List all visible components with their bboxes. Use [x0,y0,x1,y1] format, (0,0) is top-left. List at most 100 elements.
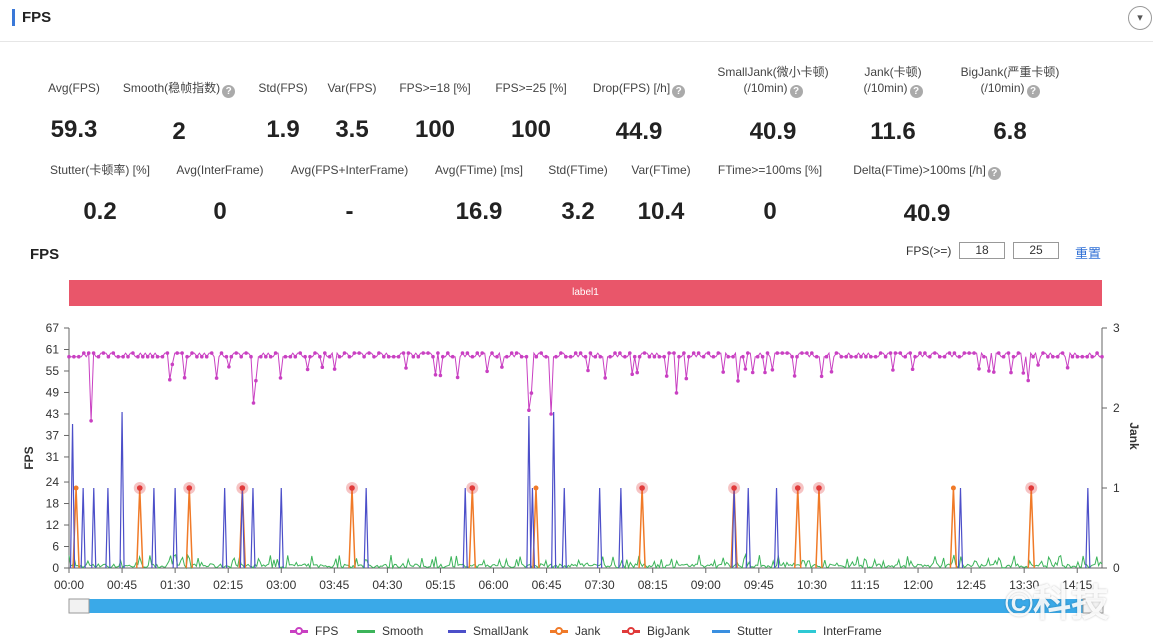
fps-point [111,351,116,355]
x-tick-label: 09:00 [691,578,721,592]
fps-point [404,366,408,370]
legend-item-jank[interactable]: Jank [550,624,600,638]
fps-point [209,351,214,355]
x-tick-label: 14:15 [1062,578,1092,592]
y-tick-label: 31 [46,450,60,464]
fps-point [524,354,529,359]
threshold-input-2[interactable]: 25 [1013,242,1059,259]
legend-item-smooth[interactable]: Smooth [357,624,423,638]
smalljank-series [69,411,1091,569]
chevron-down-icon[interactable]: ▾ [1128,6,1152,30]
metric-value: 44.9 [615,118,663,145]
fps-point [539,351,543,355]
zoom-handle-right[interactable] [1082,598,1104,614]
legend-item-smalljank[interactable]: SmallJank [448,624,528,638]
metric-label: Var(FTime) [631,163,691,177]
legend-item-fps[interactable]: FPS [290,624,338,638]
x-tick-label: 12:00 [903,578,933,592]
zoom-slider[interactable] [68,598,1104,614]
fps-point [578,351,583,355]
zoom-handle-left[interactable] [68,598,90,614]
help-icon[interactable]: ? [1026,85,1040,98]
fps-point [942,354,947,359]
fps-point [972,351,976,355]
fps-point [805,351,809,355]
jank-spike [185,487,194,569]
fps-point [500,365,504,369]
fps-point [608,354,612,359]
metric-smooth: Smooth(稳帧指数)? 2 [114,80,244,146]
x-tick-label: 08:15 [638,578,668,592]
help-icon[interactable]: ? [987,167,1001,180]
metric-value: - [345,198,354,225]
fps-point [505,354,509,359]
fps-point [1100,354,1104,359]
legend-label: FPS [315,624,339,638]
fps-point [750,370,755,375]
fps-point [883,354,888,359]
fps-point [224,354,229,359]
fps-point [391,354,396,359]
fps-point [227,365,231,369]
y-tick-label: 49 [46,385,60,399]
fps-point [898,351,903,355]
zoom-slider-track[interactable] [69,599,1102,613]
fps-point [854,354,858,359]
legend-label: Jank [575,624,601,638]
threshold-input-1[interactable]: 18 [959,242,1005,259]
fps-point [770,368,775,372]
y2-tick-label: 3 [1113,321,1120,335]
fps-point [691,351,696,355]
legend-item-bigjank[interactable]: BigJank [622,624,690,638]
fps-point [509,351,514,355]
help-icon[interactable]: ? [789,85,803,98]
fps-point [480,351,485,355]
smalljank-spike [597,487,603,569]
smalljank-spike [250,487,256,569]
help-icon[interactable]: ? [672,85,686,98]
fps-point [239,354,243,359]
fps-point [175,351,179,355]
watermark: ©科技 [1005,583,1109,625]
legend-item-interframe[interactable]: InterFrame [798,624,882,638]
fps-point [182,375,187,380]
fps-point [362,354,366,359]
fps-line [69,351,1102,421]
fps-point [475,351,480,355]
fps-point [824,354,829,359]
fps-point [696,351,701,355]
fps-point [1090,354,1094,359]
x-tick-label: 00:00 [54,578,84,592]
fps-point [436,351,440,355]
help-icon[interactable]: ? [909,85,923,98]
smalljank-spike [745,487,751,569]
fps-point [657,354,662,359]
fps-point [829,370,834,374]
smalljank-spike [363,487,369,569]
fps-point [305,367,310,372]
y-tick-label: 55 [46,364,60,378]
fps-point [318,354,322,359]
fps-point [598,354,603,359]
metric-label: Avg(FTime) [ms] [434,163,523,177]
metric-big-jank: BigJank(严重卡顿) (/10min)? 6.8 [945,64,1075,146]
fps-point [674,391,679,395]
fps-point [416,354,421,359]
fps-point [1006,351,1011,355]
reset-button[interactable]: 重置 [1075,246,1102,261]
fps-point [982,354,986,359]
bigjank-point [794,485,801,491]
fps-point [687,354,691,359]
fps-point [268,354,273,359]
fps-point [342,351,347,355]
fps-point [204,354,209,359]
fps-point [928,354,932,359]
help-icon[interactable]: ? [222,85,236,98]
fps-point [893,351,898,355]
jank-spike [794,487,802,569]
x-tick-label: 06:00 [479,578,509,592]
smalljank-spike [278,487,284,569]
fps-point [441,354,445,359]
legend-item-stutter[interactable]: Stutter [712,624,772,638]
